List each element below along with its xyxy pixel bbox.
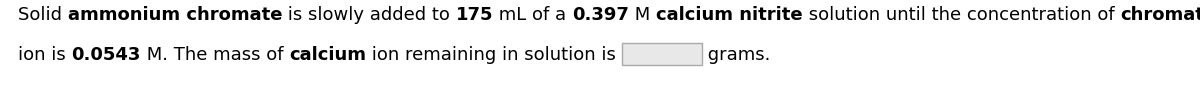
Text: Solid: Solid bbox=[18, 6, 67, 24]
Text: ammonium chromate: ammonium chromate bbox=[67, 6, 282, 24]
Text: chromate: chromate bbox=[1120, 6, 1200, 24]
Text: M. The mass of: M. The mass of bbox=[140, 46, 289, 64]
Text: 175: 175 bbox=[456, 6, 493, 24]
Text: calcium: calcium bbox=[289, 46, 366, 64]
Text: ion remaining in solution is: ion remaining in solution is bbox=[366, 46, 622, 64]
FancyBboxPatch shape bbox=[622, 43, 702, 65]
Text: grams.: grams. bbox=[702, 46, 770, 64]
Text: is slowly added to: is slowly added to bbox=[282, 6, 456, 24]
Text: 0.0543: 0.0543 bbox=[72, 46, 140, 64]
Text: calcium nitrite: calcium nitrite bbox=[656, 6, 803, 24]
Text: solution until the concentration of: solution until the concentration of bbox=[803, 6, 1120, 24]
Text: M: M bbox=[629, 6, 656, 24]
Text: 0.397: 0.397 bbox=[572, 6, 629, 24]
Text: mL of a: mL of a bbox=[493, 6, 572, 24]
Text: ion is: ion is bbox=[18, 46, 72, 64]
